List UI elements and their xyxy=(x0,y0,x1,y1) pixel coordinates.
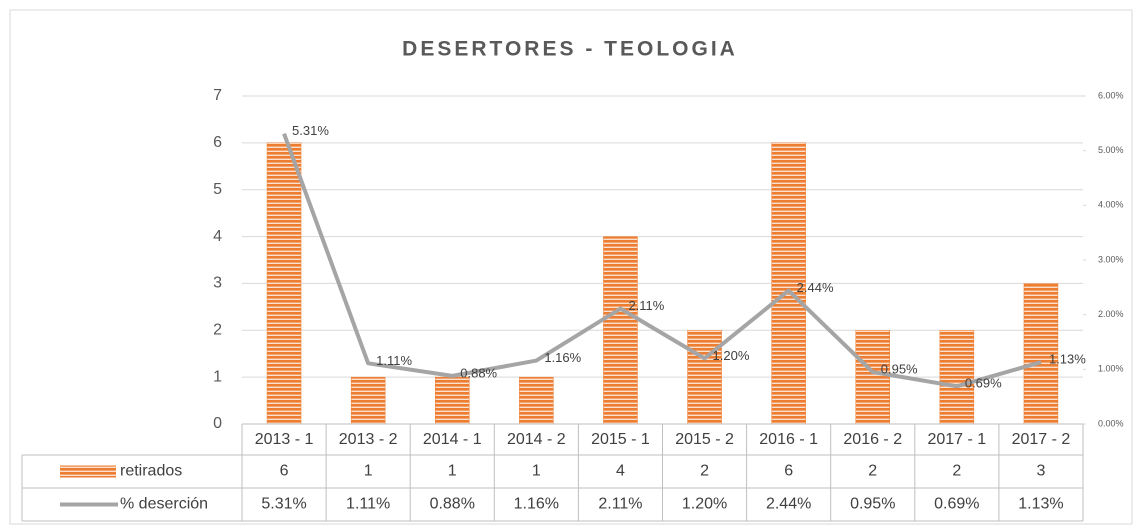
x-tick-label: 2017 - 2 xyxy=(1012,431,1071,448)
y2-tick-label: 0.00% xyxy=(1098,418,1124,428)
x-tick-label: 2016 - 2 xyxy=(843,431,902,448)
y-tick-label: 4 xyxy=(213,228,222,245)
y-tick-label: 6 xyxy=(213,134,222,151)
y-tick-label: 2 xyxy=(213,322,222,339)
table-cell: 5.31% xyxy=(261,496,306,513)
x-tick-label: 2015 - 2 xyxy=(675,431,734,448)
y2-tick-label: 1.00% xyxy=(1098,364,1124,374)
bar xyxy=(939,330,975,425)
y2-tick-label: 6.00% xyxy=(1098,90,1124,100)
table-cell: 4 xyxy=(616,463,625,480)
x-tick-label: 2015 - 1 xyxy=(591,431,650,448)
table-cell: 6 xyxy=(784,463,793,480)
bar xyxy=(350,376,386,425)
data-label: 1.13% xyxy=(1049,352,1086,367)
table-cell: 2 xyxy=(868,463,877,480)
x-tick-label: 2014 - 1 xyxy=(423,431,482,448)
x-tick-label: 2013 - 2 xyxy=(339,431,398,448)
bar xyxy=(266,142,302,425)
table-cell: 3 xyxy=(1036,463,1045,480)
bar xyxy=(603,236,638,425)
table-cell: 6 xyxy=(280,463,289,480)
x-tick-label: 2017 - 1 xyxy=(927,431,986,448)
y-tick-label: 1 xyxy=(213,368,222,385)
table-cell: 1.11% xyxy=(346,496,390,513)
table-cell: 1 xyxy=(364,463,373,480)
table-cell: 0.95% xyxy=(850,496,895,513)
table-cell: 1.16% xyxy=(514,496,559,513)
y-tick-label: 3 xyxy=(213,275,222,292)
data-label: 0.95% xyxy=(881,362,918,377)
data-label: 1.11% xyxy=(376,353,412,368)
data-label: 2.44% xyxy=(797,280,834,295)
legend-label: retirados xyxy=(120,463,182,480)
x-tick-label: 2013 - 1 xyxy=(255,431,314,448)
y-tick-label: 7 xyxy=(213,87,222,104)
bar xyxy=(687,330,722,425)
y2-tick-label: 4.00% xyxy=(1098,200,1124,210)
y2-tick-label: 2.00% xyxy=(1098,309,1124,319)
table-cell: 2.44% xyxy=(766,496,811,513)
y2-tick-label: 5.00% xyxy=(1098,145,1124,155)
table-cell: 1.20% xyxy=(682,496,727,513)
legend-key xyxy=(60,465,116,478)
table-cell: 1 xyxy=(448,463,457,480)
bar xyxy=(855,330,890,425)
table-cell: 2 xyxy=(700,463,709,480)
x-tick-label: 2014 - 2 xyxy=(507,431,566,448)
data-label: 5.31% xyxy=(292,123,329,138)
bar xyxy=(771,142,806,425)
table-cell: 1.13% xyxy=(1018,496,1063,513)
y2-tick-label: 3.00% xyxy=(1098,254,1124,264)
chart-title: DESERTORES - TEOLOGIA xyxy=(402,38,738,61)
bar xyxy=(519,376,554,425)
data-label: 1.20% xyxy=(713,348,750,363)
y-tick-label: 0 xyxy=(213,415,222,432)
data-label: 1.16% xyxy=(544,350,581,365)
table-cell: 0.69% xyxy=(934,496,979,513)
table-cell: 2.11% xyxy=(598,496,642,513)
legend-label: % deserción xyxy=(120,496,208,513)
data-label: 0.69% xyxy=(965,376,1002,391)
data-label: 0.88% xyxy=(460,365,497,380)
bar xyxy=(435,376,470,425)
data-label: 2.11% xyxy=(628,298,664,313)
table-cell: 2 xyxy=(952,463,961,480)
line xyxy=(282,133,1042,389)
table-cell: 1 xyxy=(532,463,541,480)
table-cell: 0.88% xyxy=(430,496,475,513)
x-tick-label: 2016 - 1 xyxy=(759,431,818,448)
y-tick-label: 5 xyxy=(213,181,222,198)
bar xyxy=(1023,283,1059,425)
